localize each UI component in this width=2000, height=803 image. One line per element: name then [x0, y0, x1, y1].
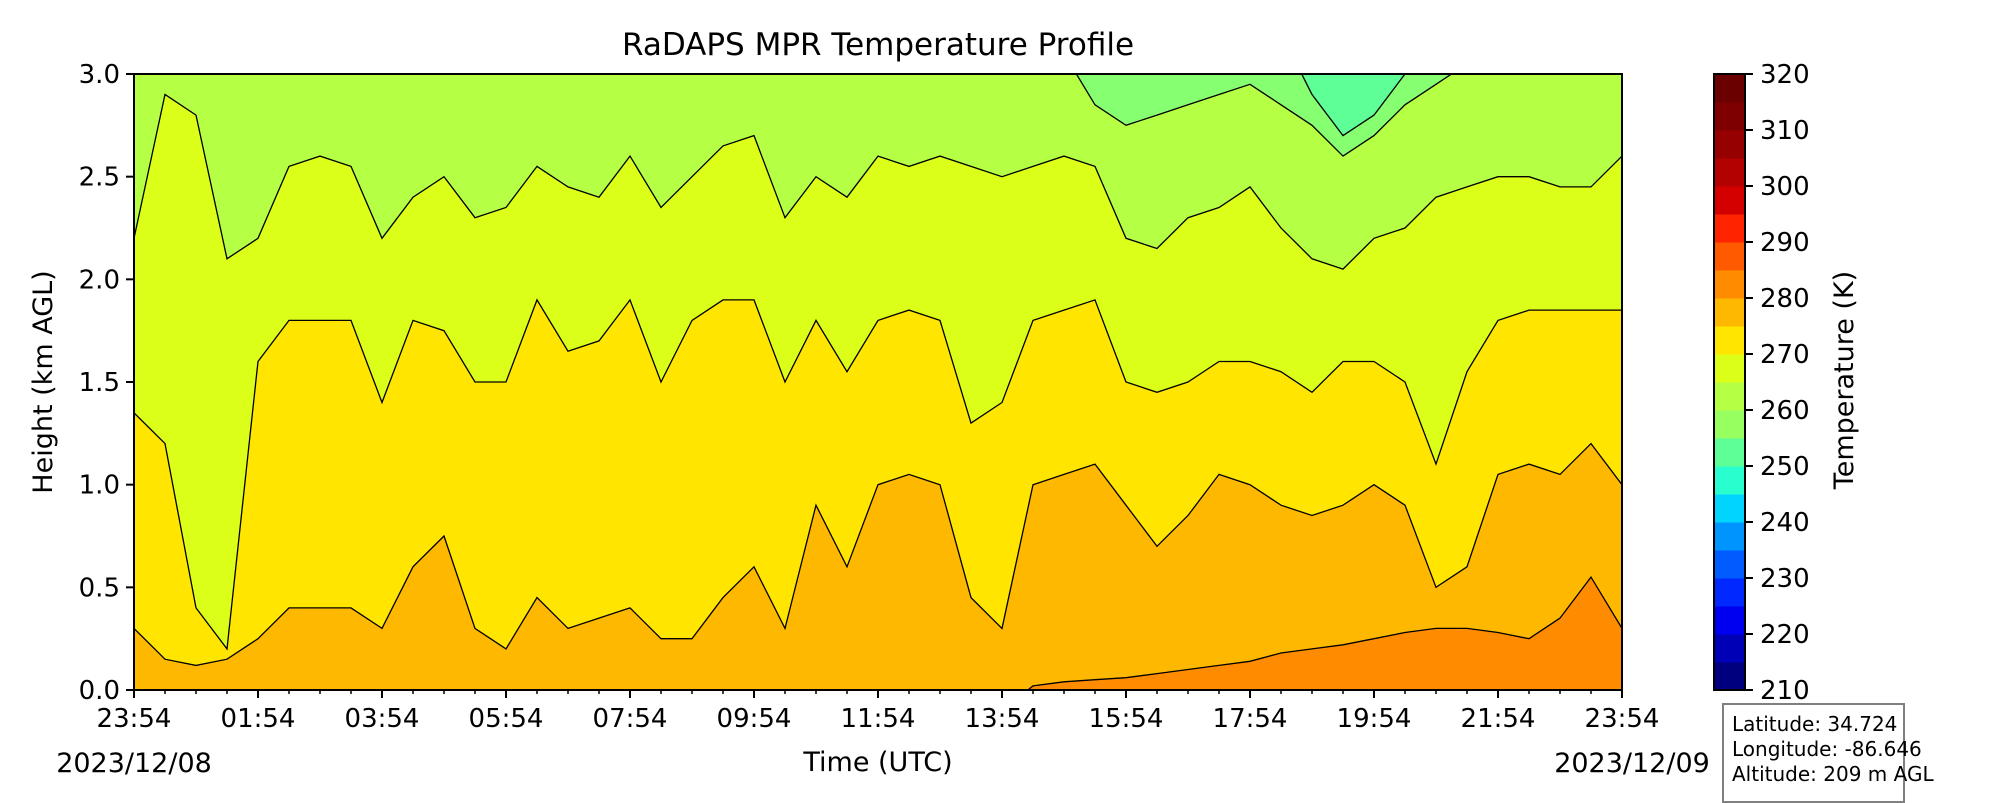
colorbar-segment: [1714, 158, 1745, 187]
colorbar-segment: [1714, 270, 1745, 299]
x-tick-label: 07:54: [593, 704, 668, 734]
colorbar-tick-label: 310: [1760, 116, 1810, 146]
colorbar-segment: [1714, 298, 1745, 327]
colorbar-segment: [1714, 214, 1745, 243]
colorbar-tick-label: 210: [1760, 676, 1810, 706]
x-tick-label: 21:54: [1461, 704, 1536, 734]
colorbar-segment: [1714, 550, 1745, 579]
colorbar-segment: [1714, 494, 1745, 523]
colorbar-tick-label: 220: [1760, 620, 1810, 650]
x-tick-label: 15:54: [1089, 704, 1164, 734]
x-tick-label: 19:54: [1337, 704, 1412, 734]
colorbar-tick-label: 320: [1760, 60, 1810, 90]
chart-title: RaDAPS MPR Temperature Profile: [622, 27, 1134, 63]
x-tick-label: 23:54: [97, 704, 172, 734]
colorbar-segment: [1714, 326, 1745, 355]
colorbar-tick-label: 240: [1760, 508, 1810, 538]
x-axis-label: Time (UTC): [802, 747, 952, 778]
colorbar-tick-label: 270: [1760, 340, 1810, 370]
contour-line-270K: [1075, 74, 1453, 157]
colorbar: 210 220 230 240 250 260 270 280 290 300 310 320: [1713, 60, 1810, 706]
x-start-date: 2023/12/08: [56, 748, 212, 779]
y-tick-label: 2.5: [79, 163, 120, 193]
colorbar-segment: [1714, 382, 1745, 411]
colorbar-segment: [1714, 606, 1745, 635]
y-tick-label: 2.0: [79, 265, 120, 295]
contour-line-265K: [1300, 74, 1406, 137]
x-tick-label: 17:54: [1213, 704, 1288, 734]
station-info-box: Latitude: 34.724 Longitude: -86.646 Alti…: [1722, 703, 1934, 803]
colorbar-tick-label: 290: [1760, 228, 1810, 258]
colorbar-segment: [1714, 354, 1745, 383]
contour-line-280K: [134, 298, 1622, 651]
x-tick-label: 05:54: [469, 704, 544, 734]
colorbar-segment: [1714, 522, 1745, 551]
contour-band-275-280: [134, 74, 1622, 649]
x-axis: 23:54 01:54 03:54 05:54 07:54 09:54 11:54 13:54…: [97, 690, 1660, 734]
y-tick-label: 1.0: [79, 471, 120, 501]
altitude-text: Altitude: 209 m AGL: [1732, 762, 1934, 786]
x-tick-label: 01:54: [221, 704, 296, 734]
y-tick-label: 0.5: [79, 573, 120, 603]
contour-line-290K: [1026, 575, 1622, 690]
colorbar-segment: [1714, 578, 1745, 607]
colorbar-tick-label: 260: [1760, 396, 1810, 426]
longitude-text: Longitude: -86.646: [1732, 737, 1922, 761]
y-tick-label: 3.0: [79, 60, 120, 90]
contour-line-275K: [134, 93, 1622, 270]
colorbar-label: Temperature (K): [1829, 271, 1860, 490]
colorbar-segment: [1714, 130, 1745, 159]
colorbar-segment: [1714, 410, 1745, 439]
x-tick-label: 13:54: [965, 704, 1040, 734]
colorbar-segment: [1714, 74, 1745, 103]
colorbar-segment: [1714, 242, 1745, 271]
x-end-date: 2023/12/09: [1554, 748, 1710, 779]
latitude-text: Latitude: 34.724: [1732, 712, 1898, 736]
y-axis: 0.0 0.5 1.0 1.5 2.0 2.5 3.0: [79, 60, 134, 706]
y-tick-label: 0.0: [79, 676, 120, 706]
colorbar-segment: [1714, 438, 1745, 467]
contour-band-260-265: [1301, 74, 1405, 136]
colorbar-frame: [1713, 73, 1746, 691]
contour-line-285K: [134, 442, 1622, 667]
colorbar-tick-label: 280: [1760, 284, 1810, 314]
x-tick-label: 23:54: [1585, 704, 1660, 734]
y-tick-label: 1.5: [79, 368, 120, 398]
contour-band-270-275: [134, 74, 1622, 270]
x-tick-label: 09:54: [717, 704, 792, 734]
colorbar-segment: [1714, 634, 1745, 663]
y-axis-label: Height (km AGL): [28, 270, 59, 493]
colorbar-segment: [1714, 102, 1745, 131]
x-tick-label: 11:54: [841, 704, 916, 734]
colorbar-segment: [1714, 466, 1745, 495]
colorbar-tick-label: 300: [1760, 172, 1810, 202]
plot-area: [134, 74, 1622, 690]
colorbar-segment: [1714, 186, 1745, 215]
x-tick-label: 03:54: [345, 704, 420, 734]
colorbar-segment: [1714, 662, 1745, 691]
colorbar-tick-label: 230: [1760, 564, 1810, 594]
colorbar-tick-label: 250: [1760, 452, 1810, 482]
